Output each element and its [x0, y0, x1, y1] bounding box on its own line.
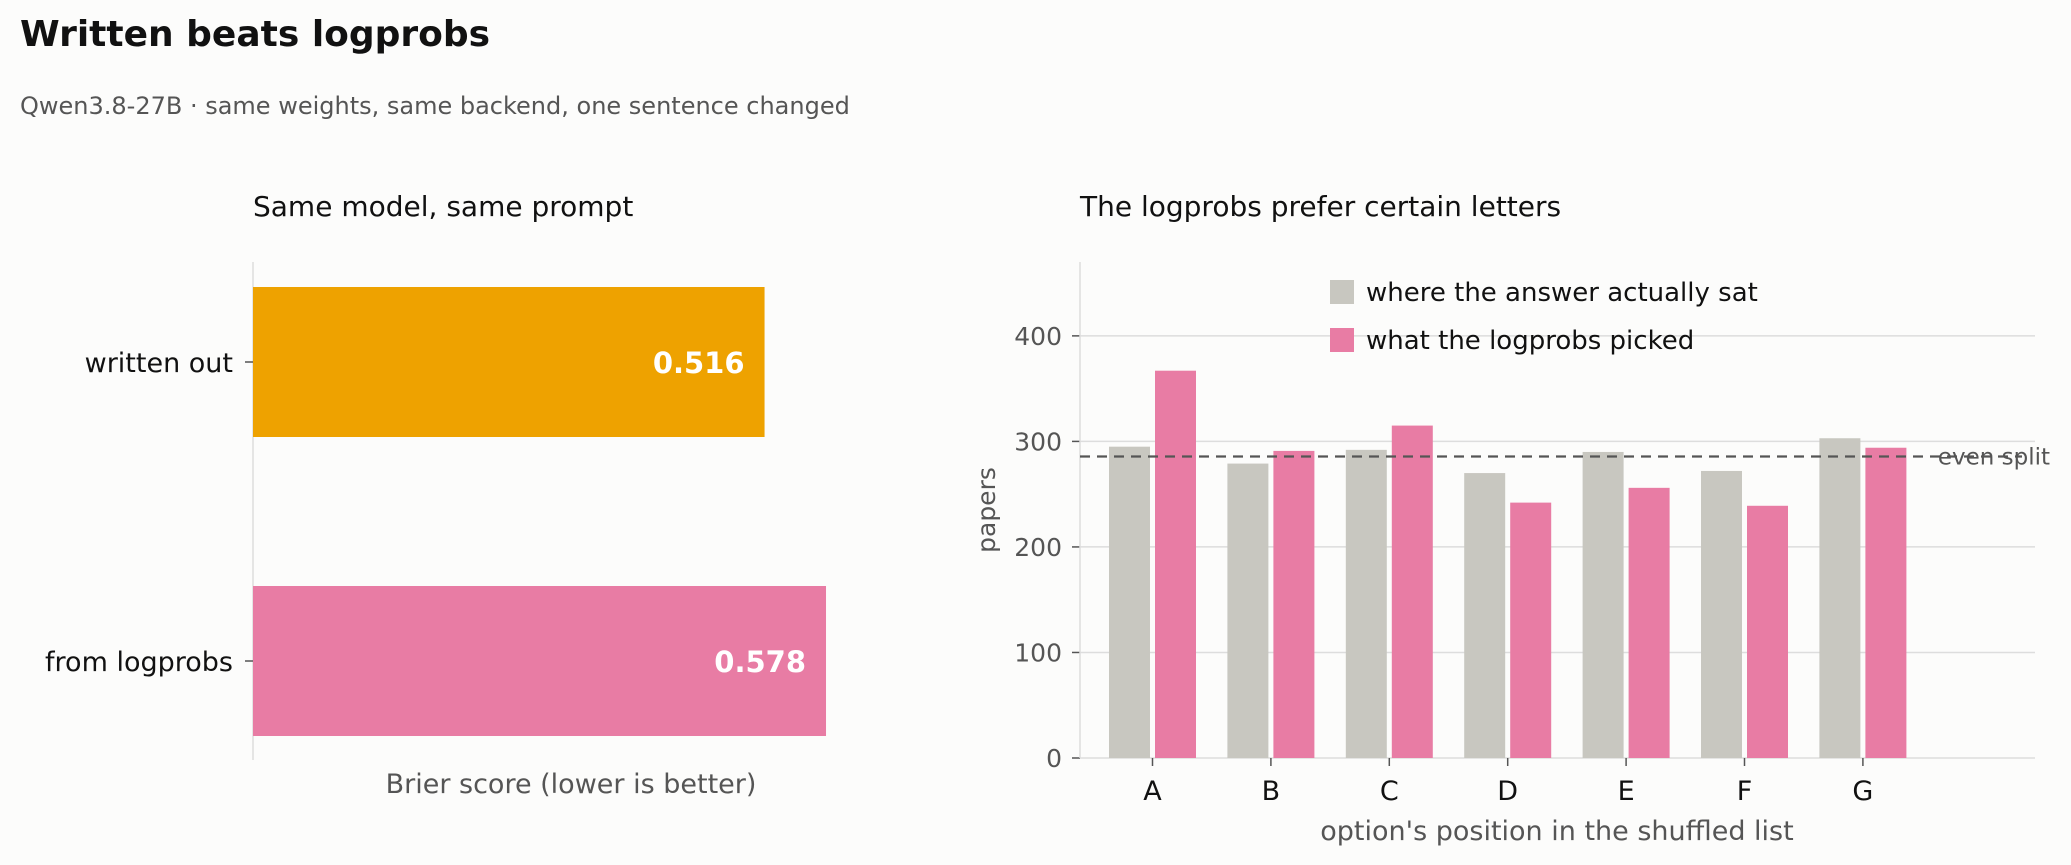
y-tick-label: 100 [1014, 638, 1062, 667]
y-tick-label: 400 [1014, 322, 1062, 351]
x-tick-label: A [1143, 776, 1162, 807]
bar-C-series-1 [1345, 449, 1387, 758]
x-tick-label: E [1618, 776, 1635, 807]
bar-B-series-2 [1273, 450, 1315, 758]
right-panel-title: The logprobs prefer certain letters [1080, 190, 1562, 223]
right-x-axis-label: option's position in the shuffled list [1320, 816, 1793, 847]
bar-F-series-1 [1701, 470, 1742, 758]
even-split-label: even split [1938, 444, 2050, 470]
bar-G-series-2 [1865, 447, 1907, 758]
x-tick-label: B [1262, 776, 1281, 807]
bar-G-series-1 [1819, 438, 1861, 758]
bar-A-series-2 [1155, 370, 1196, 758]
bar-F-series-2 [1747, 505, 1788, 758]
legend-swatch-1 [1330, 280, 1354, 304]
y-tick-label: 300 [1014, 427, 1062, 456]
y-tick-label: from logprobs [45, 647, 233, 678]
legend-swatch-2 [1330, 328, 1354, 352]
x-tick-label: C [1380, 776, 1399, 807]
bar-B-series-1 [1227, 463, 1269, 758]
x-tick-label: F [1737, 776, 1753, 807]
legend-label-1: where the answer actually sat [1366, 278, 1758, 308]
value-label: 0.516 [653, 346, 745, 380]
x-tick-label: G [1852, 776, 1873, 807]
bar-C-series-2 [1391, 425, 1433, 758]
bar-E-series-2 [1628, 487, 1670, 758]
x-tick-label: D [1497, 776, 1518, 807]
left-x-axis-label: Brier score (lower is better) [386, 769, 757, 800]
bar-D-series-1 [1464, 473, 1506, 758]
right-y-axis-label: papers [972, 467, 1001, 553]
legend-label-2: what the logprobs picked [1366, 326, 1694, 356]
left-panel-title: Same model, same prompt [253, 190, 634, 223]
figure-subtitle: Qwen3.8-27B · same weights, same backend… [20, 92, 850, 120]
bar-from-logprobs [253, 586, 827, 736]
bar-A-series-1 [1109, 446, 1150, 758]
value-label: 0.578 [714, 645, 806, 679]
bar-E-series-1 [1582, 451, 1624, 758]
bar-D-series-2 [1510, 502, 1552, 758]
y-tick-label: written out [85, 348, 233, 379]
figure-title: Written beats logprobs [20, 14, 491, 55]
y-tick-label: 0 [1046, 744, 1062, 773]
y-tick-label: 200 [1014, 533, 1062, 562]
bar-written-out [253, 287, 765, 437]
